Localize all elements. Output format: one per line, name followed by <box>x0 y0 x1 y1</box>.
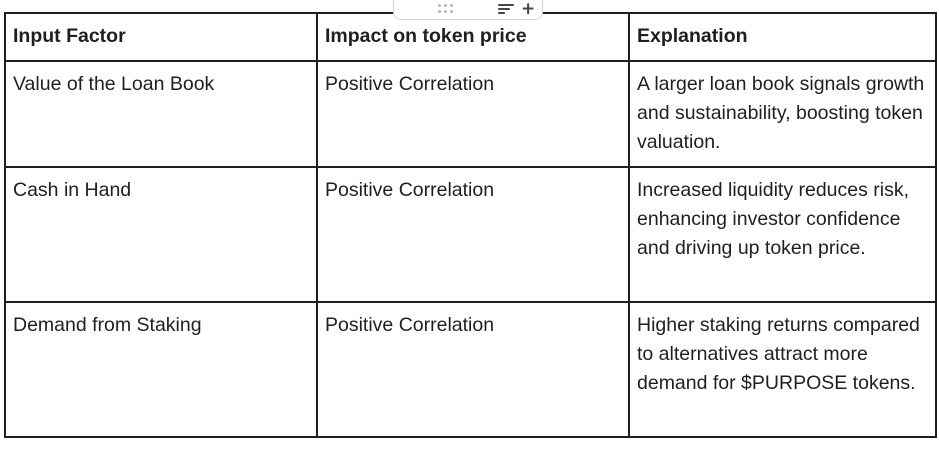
table-toolbar: + <box>393 0 543 20</box>
drag-handle-icon[interactable] <box>437 3 455 15</box>
cell-explanation[interactable]: A larger loan book signals growth and su… <box>628 60 937 168</box>
cell-explanation[interactable]: Increased liquidity reduces risk, enhanc… <box>628 166 937 303</box>
table-row: Demand from Staking Positive Correlation… <box>4 301 937 438</box>
cell-input-factor[interactable]: Cash in Hand <box>4 166 318 303</box>
cell-input-factor[interactable]: Demand from Staking <box>4 301 318 438</box>
cell-impact[interactable]: Positive Correlation <box>316 166 630 303</box>
data-table: Input Factor Impact on token price Expla… <box>4 12 937 438</box>
table-header-row: Input Factor Impact on token price Expla… <box>4 12 937 62</box>
table-row: Value of the Loan Book Positive Correlat… <box>4 60 937 168</box>
plus-icon[interactable]: + <box>521 0 536 19</box>
cell-impact[interactable]: Positive Correlation <box>316 60 630 168</box>
sort-icon[interactable] <box>498 4 514 16</box>
cell-input-factor[interactable]: Value of the Loan Book <box>4 60 318 168</box>
cell-explanation[interactable]: Higher staking returns compared to alter… <box>628 301 937 438</box>
header-impact-on-token-price[interactable]: Impact on token price <box>316 12 630 62</box>
table-row: Cash in Hand Positive Correlation Increa… <box>4 166 937 303</box>
header-input-factor[interactable]: Input Factor <box>4 12 318 62</box>
header-explanation[interactable]: Explanation <box>628 12 937 62</box>
cell-impact[interactable]: Positive Correlation <box>316 301 630 438</box>
